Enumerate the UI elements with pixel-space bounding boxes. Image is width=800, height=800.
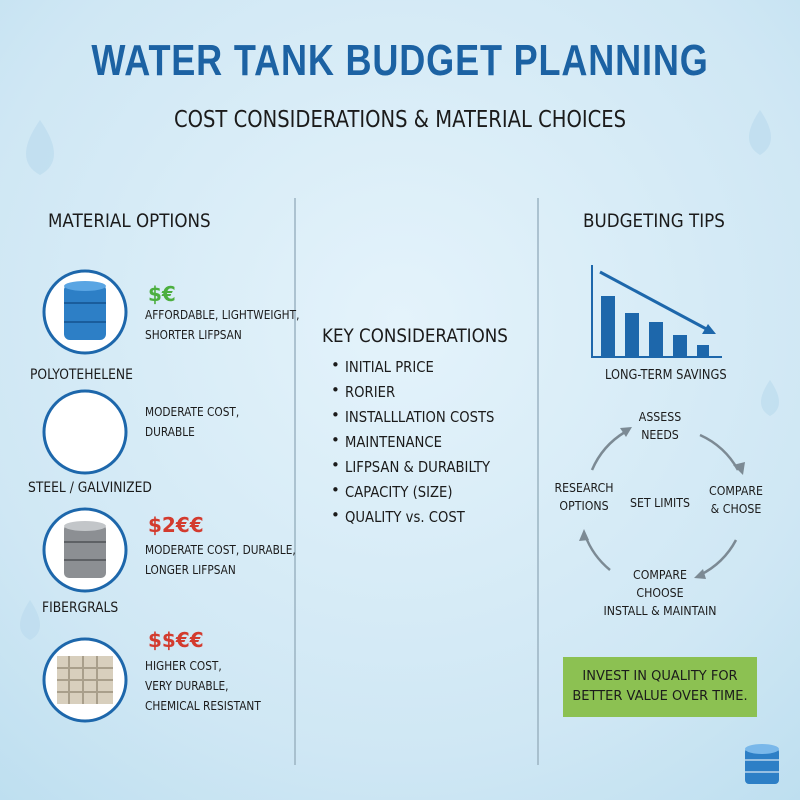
tank-icon xyxy=(745,744,779,784)
bullet: • xyxy=(331,506,340,524)
bullet: • xyxy=(331,356,340,374)
consideration: MAINTENANCE xyxy=(345,433,442,451)
material-description: HIGHER COST, xyxy=(145,659,222,673)
cycle-step: COMPARE xyxy=(633,567,687,582)
callout: INVEST IN QUALITY FOR BETTER VALUE OVER T… xyxy=(563,657,757,717)
cycle-step: ASSESS xyxy=(638,409,682,424)
material-name: STEEL / GALVINIZED xyxy=(28,480,152,496)
cycle-step: RESEARCH xyxy=(554,480,614,495)
material-description: AFFORDABLE, LIGHTWEIGHT, xyxy=(145,308,300,322)
material-description: SHORTER LIFPSAN xyxy=(145,328,242,342)
section-title: MATERIAL OPTIONS xyxy=(48,210,211,232)
cycle-step: INSTALL & MAINTAIN xyxy=(603,603,717,618)
arrow-heads xyxy=(579,427,745,579)
cycle-step: NEEDS xyxy=(641,427,679,442)
chart-label: LONG-TERM SAVINGS xyxy=(605,368,727,383)
material-description: DURABLE xyxy=(145,425,195,439)
cycle-step: COMPARE xyxy=(709,483,763,498)
bullet: • xyxy=(331,431,340,449)
consideration: LIFPSAN & DURABILTY xyxy=(345,458,491,476)
consideration: INSTALLLATION COSTS xyxy=(345,408,495,426)
subtitle: COST CONSIDERATIONS & MATERIAL CHOICES xyxy=(173,107,627,133)
bullet: • xyxy=(331,481,340,499)
material-name: POLYOTEHELENE xyxy=(30,367,133,383)
price: $$€€ xyxy=(148,628,204,652)
callout-line: INVEST IN QUALITY FOR xyxy=(582,669,738,684)
consideration: INITIAL PRICE xyxy=(345,358,434,376)
material-description: MODERATE COST, DURABLE, xyxy=(145,543,296,557)
savings-icon xyxy=(591,265,722,358)
water-drops xyxy=(20,110,779,640)
poly-barrel xyxy=(64,281,106,340)
consideration: RORIER xyxy=(345,383,396,401)
fiberglass-weave xyxy=(57,656,113,704)
bullet: • xyxy=(331,456,340,474)
bullet: • xyxy=(331,406,340,424)
consideration: CAPACITY (SIZE) xyxy=(345,483,453,501)
cycle-center: SET LIMITS xyxy=(630,495,690,510)
title: WATER TANK BUDGET PLANNING xyxy=(91,36,709,85)
material-description: MODERATE COST, xyxy=(145,405,240,419)
material-description: LONGER LIFPSAN xyxy=(145,563,236,577)
price: $2€€ xyxy=(148,513,204,537)
cycle-step: & CHOSE xyxy=(710,501,762,516)
cycle-step: CHOOSE xyxy=(636,585,684,600)
bullet: • xyxy=(331,381,340,399)
callout-line: BETTER VALUE OVER TIME. xyxy=(572,689,748,704)
material-description: VERY DURABLE, xyxy=(145,679,229,693)
cycle-step: OPTIONS xyxy=(559,498,609,513)
steel-barrel xyxy=(64,521,106,578)
material-name: FIBERGRALS xyxy=(42,600,119,616)
material-description: CHEMICAL RESISTANT xyxy=(145,699,261,713)
section-title: KEY CONSIDERATIONS xyxy=(322,325,508,347)
price: $€ xyxy=(148,282,176,306)
section-title: BUDGETING TIPS xyxy=(583,210,725,232)
consideration: QUALITY vs. COST xyxy=(345,508,465,526)
